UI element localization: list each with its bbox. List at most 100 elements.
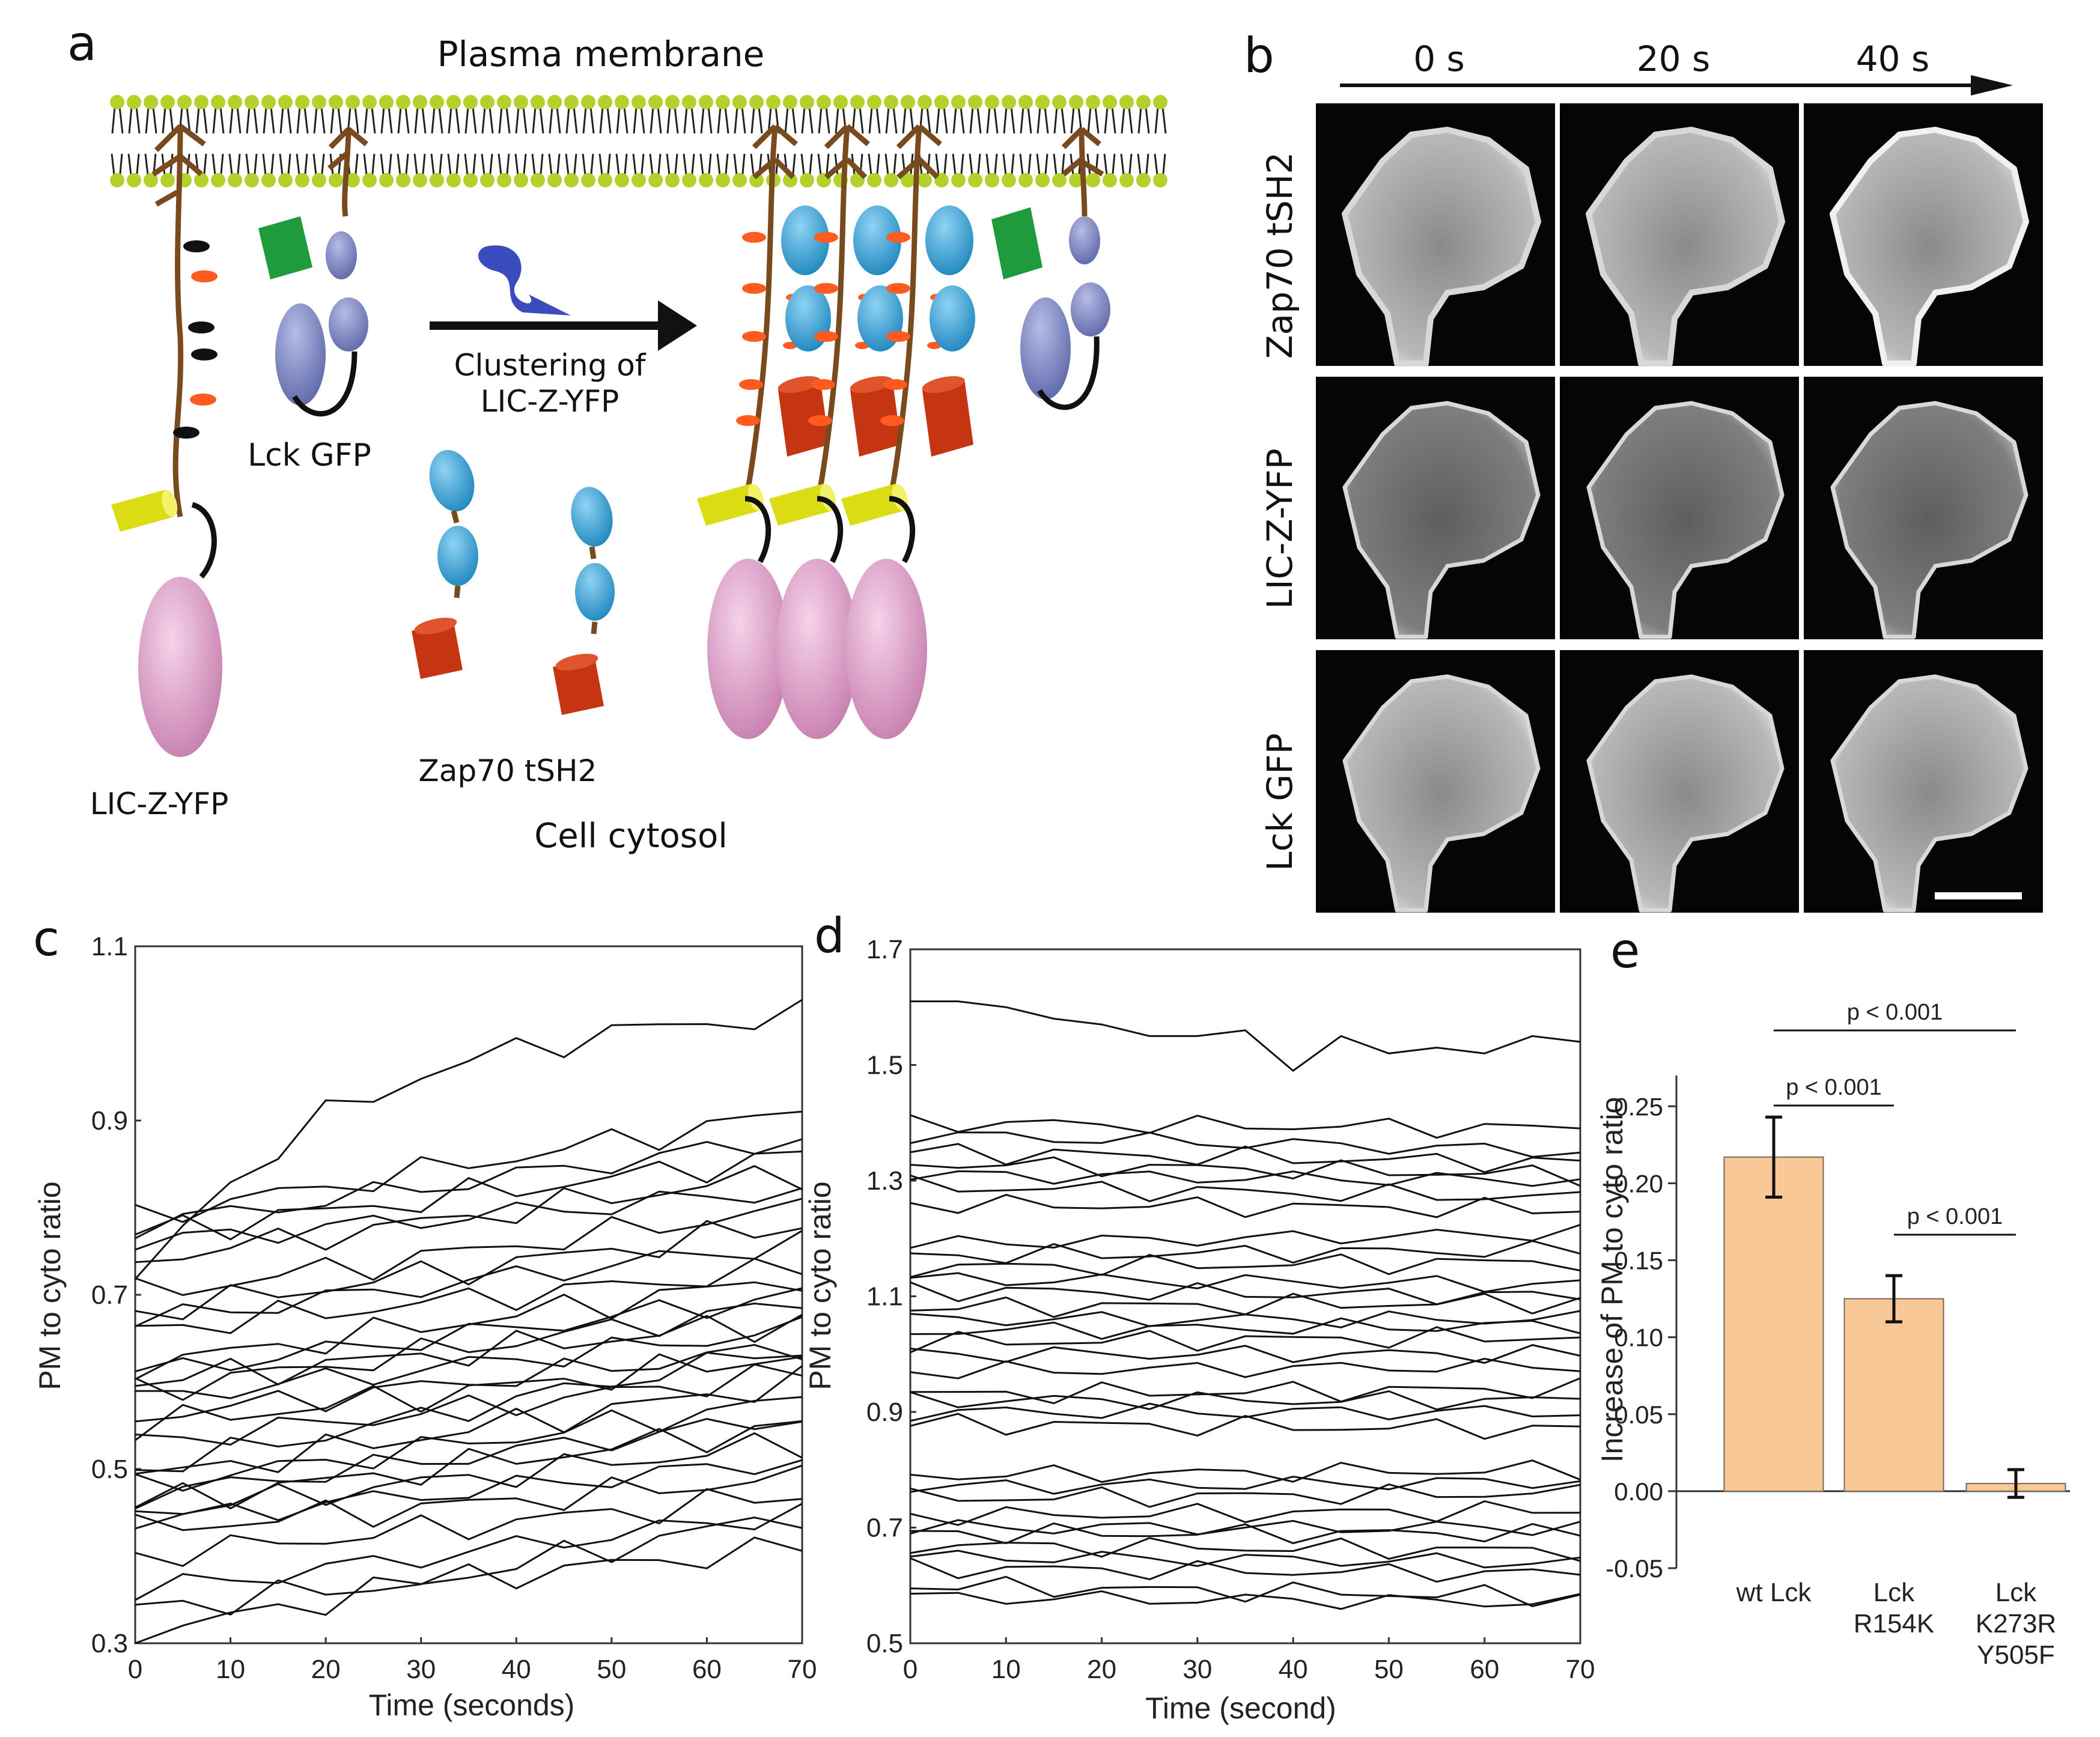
chart-c-series-line [135, 1464, 803, 1532]
lipid-head [430, 95, 444, 109]
chart-c-xtick-label: 60 [692, 1655, 722, 1684]
lipid-tail [784, 106, 797, 134]
lipid-head [261, 95, 276, 109]
lipid-head [951, 173, 966, 187]
yellow-cylinder [769, 484, 832, 526]
lipid-head [1052, 173, 1067, 187]
chart-d-series-line [910, 1131, 1581, 1158]
lipid-tail [246, 106, 258, 134]
row-label-zap70: Zap70 tSH2 [1259, 152, 1300, 359]
lipid-head [1002, 173, 1016, 187]
lipid-tail [279, 106, 292, 134]
lipid-head [850, 95, 865, 109]
chart-c-series-line [134, 999, 803, 1280]
chart-d-series-line [910, 1413, 1581, 1440]
lipid-head [396, 95, 410, 109]
lipid-head [901, 173, 915, 187]
lipid-tail [195, 106, 208, 134]
lipid-tail [1104, 106, 1116, 134]
lipid-head [194, 173, 208, 187]
lic-z-yfp-label: LIC-Z-YFP [90, 786, 229, 821]
chart-d-series-line [910, 1344, 1581, 1364]
lipid-tail [1036, 106, 1049, 134]
chart-e-category-label: K273R [1976, 1609, 2057, 1638]
lipid-head [345, 95, 360, 109]
lipid-tail [902, 106, 915, 134]
lipid-tail [263, 106, 275, 134]
chart-d-series-line [910, 1390, 1581, 1411]
chart-c-xtick-label: 50 [597, 1655, 626, 1684]
lipid-head [918, 173, 932, 187]
lipid-head [665, 95, 680, 109]
chart-d-series-line [910, 1281, 1581, 1306]
lipid-tail [330, 106, 342, 134]
kinase-cylinder-top [778, 376, 821, 393]
chart-d-series-line [910, 1000, 1581, 1072]
chart-c-xtick-label: 20 [311, 1655, 341, 1684]
chart-c-series-line [135, 1302, 803, 1401]
chart-c-series-line [135, 1418, 803, 1510]
cell-image [1830, 674, 2028, 913]
lipid-head [127, 95, 141, 109]
lipid-head [245, 173, 259, 187]
lipid-head [732, 95, 747, 109]
phospho-site [808, 415, 832, 426]
lipid-tail [1087, 106, 1100, 134]
plasma-membrane-label: Plasma membrane [437, 34, 765, 75]
lipid-head [144, 173, 158, 187]
chart-d-series-line [910, 1500, 1581, 1526]
chart-e-ytick-label: 0.10 [1614, 1324, 1663, 1352]
lipid-head [261, 173, 276, 187]
lipid-tail [313, 106, 326, 134]
chart-d-xtick-label: 40 [1279, 1655, 1308, 1684]
lipid-head [228, 95, 242, 109]
chart-d-series-line [910, 1224, 1581, 1249]
chart-d-xtick-label: 50 [1374, 1655, 1404, 1684]
lipid-head [463, 95, 478, 109]
lipid-head [1018, 95, 1033, 109]
chart-d-series-line [910, 1170, 1581, 1187]
lipid-tail [565, 106, 578, 134]
clustered-complexes [697, 124, 975, 739]
micrograph-r1-c2 [1560, 103, 1799, 367]
chart-c: Time (seconds) PM to cyto ratio 0 10 20 30 4… [33, 932, 817, 1722]
pink-domain [776, 559, 858, 739]
chart-c-series-line [135, 1138, 803, 1240]
chart-c-series-line [135, 1110, 803, 1223]
receptor-branches [896, 124, 942, 180]
lipid-head [514, 95, 528, 109]
chart-d-series-line [910, 1590, 1581, 1610]
chart-d-series-line [910, 1253, 1581, 1279]
chart-d-xtick-label: 0 [903, 1655, 918, 1684]
chart-e-bar [1843, 1298, 1944, 1492]
time-label-40: 40 s [1856, 38, 1929, 79]
lipid-tail [212, 106, 225, 134]
lipid-head [699, 173, 713, 187]
lipid-head [127, 173, 141, 187]
lipid-head [312, 173, 326, 187]
lipid-head [531, 95, 545, 109]
chart-c-ytick-label: 0.7 [91, 1280, 128, 1310]
lipid-head [833, 95, 848, 109]
chart-c-series-line [135, 1151, 803, 1241]
chart-e-category-label: wt Lck [1736, 1578, 1812, 1607]
lipid-tail [1154, 106, 1167, 134]
zap70-free-2 [553, 487, 615, 715]
chart-c-series-line [135, 1396, 803, 1492]
lipid-head [1035, 173, 1050, 187]
chart-d-series-line [910, 1377, 1581, 1405]
chart-d-series-line [910, 1537, 1581, 1562]
chart-e-category-label: Lck [1873, 1578, 1915, 1607]
chart-c-xlabel: Time (seconds) [369, 1688, 575, 1722]
lipid-head [295, 95, 309, 109]
lipid-tail [868, 106, 881, 134]
lipid-head [901, 95, 915, 109]
lipid-head [1136, 95, 1151, 109]
lic-z-yfp-receptor-left [111, 124, 222, 757]
lipid-head [1119, 173, 1134, 187]
chart-e-ytick-label: 0.15 [1614, 1247, 1663, 1275]
phospho-site [886, 232, 910, 243]
lipid-head [278, 95, 293, 109]
chart-d-series-line [910, 1326, 1581, 1354]
lipid-head [1136, 173, 1151, 187]
